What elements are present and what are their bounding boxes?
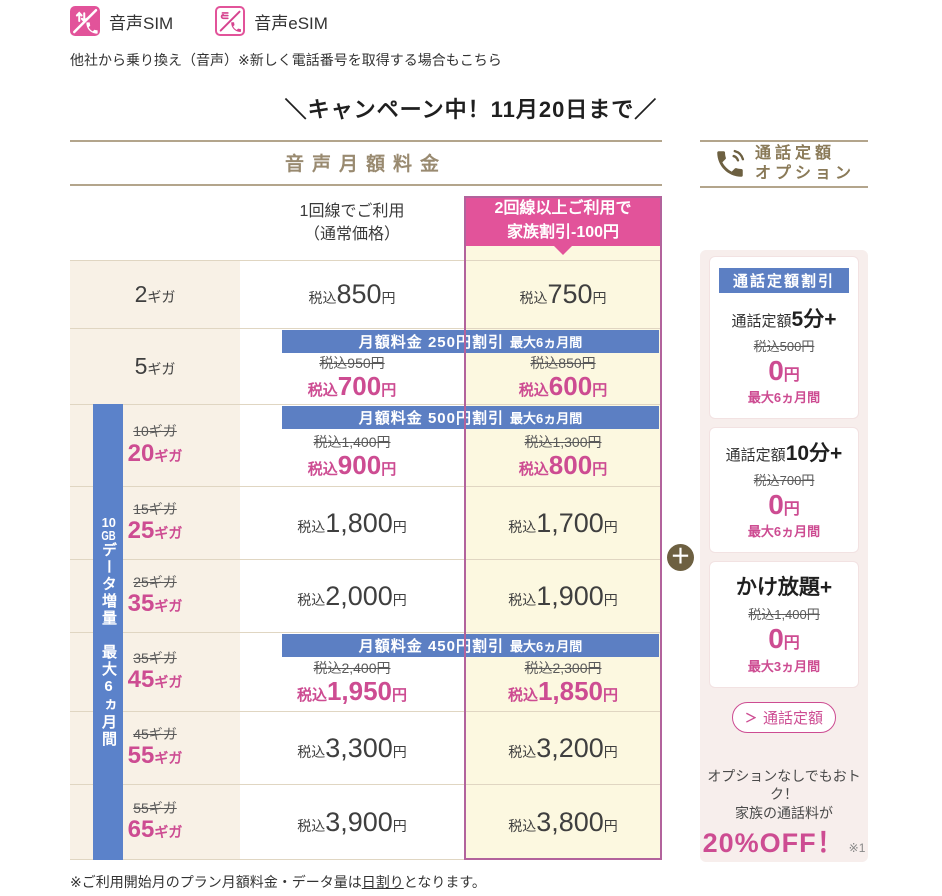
footnote-post: となります。 [403,874,486,890]
single-price-cell: 税込2,000円 [297,580,407,611]
option-period: 最大6ヵ月間 [747,524,821,540]
promo-highlight-row: 20%OFF！ ※1 [700,825,868,861]
plan-row-65gb: 55ギガ 65ギガ 税込3,900円 税込3,800円 [70,784,662,860]
column-header-single-line1: 1回線でご利用 [299,202,405,220]
plan-cell: 2ギガ [70,261,240,328]
call-options-title: 通話定額 オプション [754,145,855,182]
pricing-table-title: 音声月額料金 [70,140,662,186]
call-options-body: 通話定額割引 通話定額5分+ 税込500円 0円 最大6ヵ月間 通話定額10分+ 税込700… [700,250,868,862]
voice-esim-icon [215,6,246,36]
daily-proration-link[interactable]: 日割り [361,874,404,890]
option-old-price: 税込700円 [753,473,815,489]
promo-line1: オプションなしでもおトク！ [707,767,861,803]
pricing-table-section: 音声月額料金 1回線でご利用 （通常価格） 2回線以上ご利用で 家族割引-100… [70,140,662,892]
family-price-cell: 税込3,800円 [464,785,662,859]
voice-sim-icon [70,6,100,36]
pricing-table: 1回線でご利用 （通常価格） 2回線以上ご利用で 家族割引-100円 2ギガ税込… [70,186,662,860]
option-name: 通話定額10分+ [725,442,843,466]
plan-row-55gb: 45ギガ 55ギガ 税込3,300円 税込3,200円 [70,711,662,784]
call-options-button-label: 通話定額 [763,709,824,727]
family-discount-header-box: 2回線以上ご利用で 家族割引-100円 [466,196,660,246]
legend-label-voice-sim: 音声SIM [109,13,174,33]
option-old-price: 税込500円 [753,339,815,354]
call-options-panel: 通話定額 オプション 通話定額割引 通話定額5分+ 税込500円 0円 最大6ヵ月間 通話… [700,140,868,862]
family-price-cell: 税込1,700円 [464,487,662,559]
family-price-cell: 税込1,900円 [464,560,662,632]
campaign-banner: ＼キャンペーン中！11月20日まで／ [284,97,658,122]
option-price: 0円 [768,355,800,386]
family-price-cell: 税込3,200円 [464,712,662,784]
call-discount-badge: 通話定額割引 [719,268,849,293]
sim-type-legend: 音声SIM 音声eSIM [70,6,328,36]
plan-column-header [70,186,240,260]
legend-note: 他社から乗り換え（音声）※新しく電話番号を取得する場合もこちら [70,52,502,68]
option-price: 0円 [768,489,800,521]
single-price-cell: 税込850円 [308,279,396,309]
family-discount-promo: オプションなしでもおトク！ 家族の通話料が 20%OFF！ ※1 [700,767,868,862]
plan-row-20gb: 月額料金 500円割引 最大6ヵ月間 10ギガ 20ギガ 税込1,400円 税込900円税… [70,404,662,486]
table-rows: 2ギガ 税込850円 税込750円 月額料金 250円割引 最大6ヵ月間 5ギガ 税込950… [70,260,662,860]
discount-banner: 月額料金 450円割引 最大6ヵ月間 [282,634,659,657]
call-options-header: 通話定額 オプション [700,140,868,188]
plan-row-25gb: 15ギガ 25ギガ 税込1,800円 税込1,700円 [70,486,662,559]
single-price-cell: 税込950円 税込700円 [307,354,397,401]
legend-label-voice-esim: 音声eSIM [254,13,328,33]
promo-line2: 家族の通話料が [735,805,833,822]
single-price-cell: 税込2,400円 税込1,950円 [296,660,408,707]
column-header-single-line2: （通常価格） [303,226,400,243]
option-period: 最大6ヵ月間 [747,390,821,406]
table-header: 1回線でご利用 （通常価格） 2回線以上ご利用で 家族割引-100円 [70,186,662,260]
discount-banner: 月額料金 250円割引 最大6ヵ月間 [282,330,659,353]
promo-highlight: 20%OFF！ [702,828,845,859]
plus-icon: ＋ [667,544,694,571]
chevron-right-icon: ＞ [744,710,757,725]
data-bonus-ribbon: 10GBデータ増量 最大6ヵ月間 [93,404,123,860]
option-name: かけ放題+ [735,576,833,600]
single-price-cell: 税込3,300円 [297,732,407,763]
data-bonus-ribbon-label: 10GBデータ増量 最大6ヵ月間 [100,516,117,748]
option-old-price: 税込1,400円 [748,607,820,623]
column-header-single-line: 1回線でご利用 （通常価格） [240,186,464,260]
footnote-pre: ※ご利用開始月のプラン月額料金・データ量は [70,874,362,890]
plan-row-2gb: 2ギガ 税込850円 税込750円 [70,260,662,328]
legend-item-voice-sim: 音声SIM [70,6,173,36]
option-period: 最大3ヵ月間 [747,658,821,674]
plan-row-5gb: 月額料金 250円割引 最大6ヵ月間 5ギガ 税込950円 税込700円 税込850円 税込… [70,328,662,404]
single-price-cell: 税込1,400円 税込900円 [307,433,397,480]
footnote: ※ご利用開始月のプラン月額料金・データ量は日割りとなります。 [70,872,662,892]
option-name: 通話定額5分+ [731,308,837,331]
column-header-family: 2回線以上ご利用で 家族割引-100円 [464,186,662,260]
legend-item-voice-esim: 音声eSIM [215,6,328,36]
plan-row-45gb: 月額料金 450円割引 最大6ヵ月間 35ギガ 45ギガ 税込2,400円 税込1,950… [70,632,662,711]
discount-banner: 月額料金 500円割引 最大6ヵ月間 [282,406,659,429]
call-options-button[interactable]: ＞ 通話定額 [732,701,836,733]
family-price-cell: 税込750円 [464,261,662,328]
phone-icon [713,147,747,181]
option-card-10min: 通話定額10分+ 税込700円 0円最大6ヵ月間 [709,427,859,554]
plan-cell: 5ギガ [70,329,240,404]
option-card-unlimited: かけ放題+ 税込1,400円 0円最大3ヵ月間 [709,561,859,688]
option-card-5min: 通話定額割引 通話定額5分+ 税込500円 0円最大6ヵ月間 [709,256,859,420]
promo-footnote-marker: ※1 [848,841,866,856]
single-price-cell: 税込3,900円 [297,806,407,837]
single-price-cell: 税込1,800円 [297,507,407,538]
plan-row-35gb: 25ギガ 35ギガ 税込2,000円 税込1,900円 [70,559,662,632]
option-price: 0円 [768,623,800,655]
